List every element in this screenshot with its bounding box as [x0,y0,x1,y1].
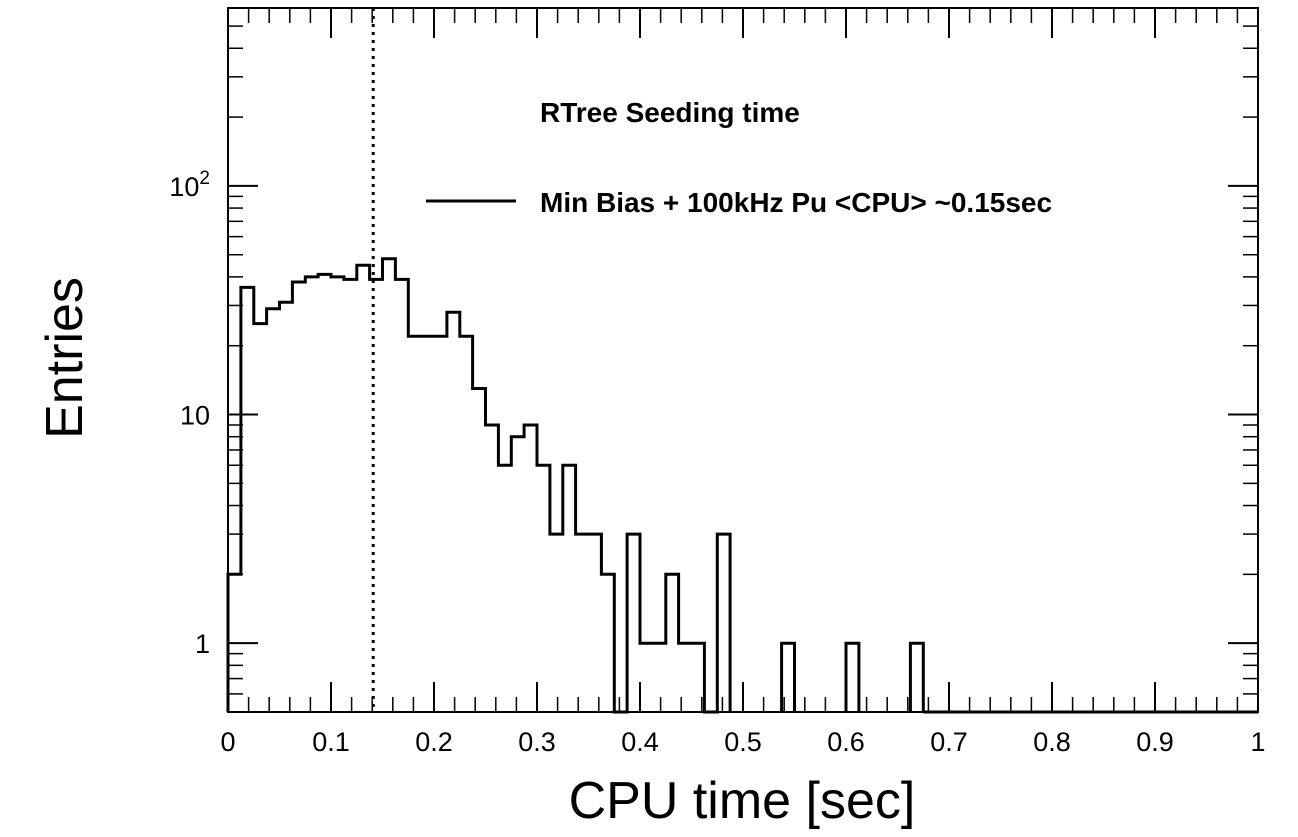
y-tick-label-base: 1 [195,629,210,659]
x-tick-label: 0.8 [1033,727,1071,757]
x-tick-label: 1 [1250,727,1265,757]
x-axis-title: CPU time [sec] [569,772,916,830]
y-axis-title: Entries [36,277,94,439]
y-tick-label-base: 10 [169,172,199,202]
histogram-outline [226,257,1258,714]
x-tick-label: 0.3 [518,727,556,757]
y-tick-label: 10 [180,401,210,431]
x-tick-label: 0.4 [621,727,659,757]
y-tick-label: 102 [169,168,210,202]
x-tick-label: 0 [220,727,235,757]
y-tick-label: 1 [195,629,210,659]
x-tick-label: 0.1 [312,727,350,757]
y-tick-label-base: 10 [180,401,210,431]
x-tick-label: 0.5 [724,727,762,757]
plot-frame [227,7,1259,713]
x-tick-label: 0.6 [827,727,865,757]
x-tick-label: 0.9 [1136,727,1174,757]
x-tick-label: 0.2 [415,727,453,757]
x-tick-label: 0.7 [930,727,968,757]
legend-label: Min Bias + 100kHz Pu <CPU> ~0.15sec [540,187,1052,218]
chart-title: RTree Seeding time [540,97,800,128]
y-tick-label-exponent: 2 [199,168,210,189]
